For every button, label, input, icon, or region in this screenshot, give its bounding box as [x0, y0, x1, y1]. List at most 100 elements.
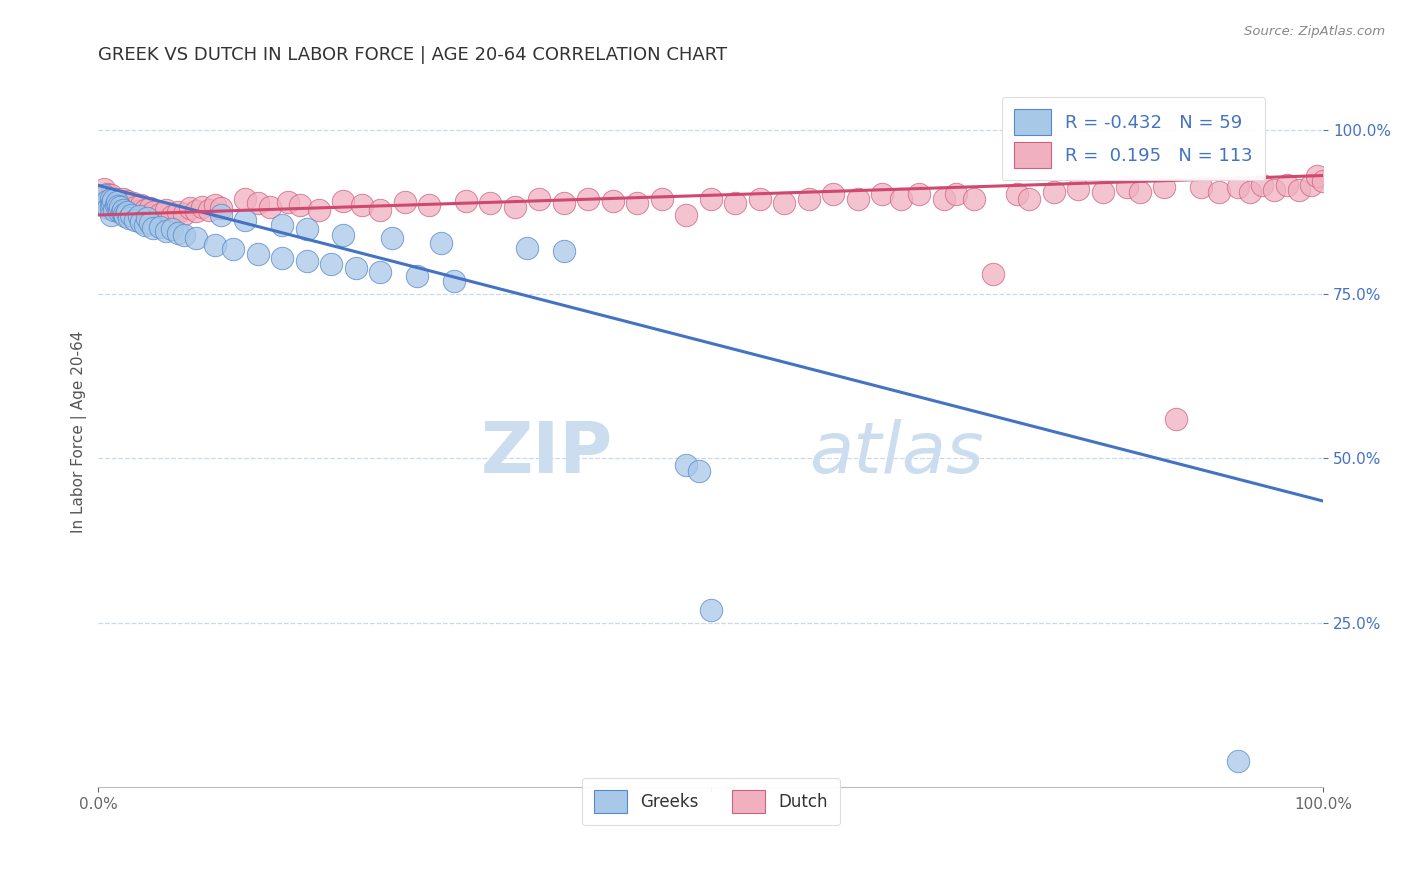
Point [107, 196, 129, 211]
Point [932, 192, 955, 206]
Point [204, 198, 226, 212]
Point [110, 194, 132, 209]
Point [1018, 192, 1040, 206]
Point [111, 202, 134, 217]
Point [1208, 185, 1230, 199]
Point [160, 222, 183, 236]
Point [553, 196, 575, 211]
Point [103, 194, 125, 208]
Point [290, 198, 312, 212]
Point [107, 199, 129, 213]
Point [204, 237, 226, 252]
Point [271, 218, 294, 232]
Point [963, 192, 986, 206]
Point [430, 235, 453, 250]
Point [128, 210, 150, 224]
Point [1226, 180, 1249, 194]
Point [94, 192, 117, 206]
Point [100, 208, 122, 222]
Point [846, 192, 869, 206]
Point [101, 198, 124, 212]
Point [186, 204, 208, 219]
Point [139, 216, 162, 230]
Point [115, 204, 138, 219]
Point [136, 211, 159, 226]
Point [139, 202, 162, 216]
Point [103, 202, 125, 217]
Point [1042, 185, 1064, 199]
Point [93, 188, 115, 202]
Point [246, 247, 269, 261]
Y-axis label: In Labor Force | Age 20-64: In Labor Force | Age 20-64 [72, 331, 87, 533]
Point [167, 204, 190, 219]
Point [332, 194, 354, 208]
Point [115, 194, 138, 208]
Point [110, 200, 132, 214]
Point [112, 198, 135, 212]
Point [142, 204, 165, 219]
Point [405, 269, 427, 284]
Point [368, 202, 391, 217]
Point [134, 218, 156, 232]
Point [142, 221, 165, 235]
Point [104, 198, 127, 212]
Point [100, 192, 122, 206]
Point [503, 200, 526, 214]
Point [1067, 182, 1090, 196]
Point [1299, 178, 1322, 193]
Point [124, 213, 146, 227]
Point [277, 194, 299, 209]
Point [173, 207, 195, 221]
Point [890, 192, 912, 206]
Point [121, 196, 143, 211]
Point [797, 192, 820, 206]
Point [118, 198, 141, 212]
Point [129, 198, 152, 212]
Point [700, 602, 723, 616]
Point [688, 465, 710, 479]
Point [96, 186, 118, 201]
Point [675, 458, 697, 472]
Point [308, 202, 330, 217]
Point [134, 202, 156, 217]
Point [700, 192, 723, 206]
Point [149, 207, 172, 221]
Point [1312, 174, 1334, 188]
Point [443, 274, 465, 288]
Point [233, 192, 256, 206]
Point [553, 244, 575, 259]
Point [179, 202, 201, 216]
Point [1116, 180, 1139, 194]
Point [908, 186, 931, 201]
Point [124, 200, 146, 214]
Point [1153, 180, 1175, 194]
Point [167, 227, 190, 241]
Point [114, 202, 136, 217]
Point [222, 242, 245, 256]
Point [368, 265, 391, 279]
Text: GREEK VS DUTCH IN LABOR FORCE | AGE 20-64 CORRELATION CHART: GREEK VS DUTCH IN LABOR FORCE | AGE 20-6… [98, 46, 727, 64]
Point [773, 196, 796, 211]
Point [872, 186, 894, 201]
Point [651, 192, 673, 206]
Point [96, 194, 118, 208]
Point [246, 196, 269, 211]
Point [295, 254, 318, 268]
Point [101, 193, 124, 207]
Point [626, 196, 648, 211]
Point [319, 257, 342, 271]
Point [128, 204, 150, 219]
Point [120, 208, 142, 222]
Point [97, 196, 120, 211]
Legend: Greeks, Dutch: Greeks, Dutch [582, 778, 839, 825]
Text: atlas: atlas [808, 419, 983, 488]
Point [129, 214, 152, 228]
Point [454, 194, 477, 208]
Point [100, 188, 122, 202]
Point [149, 219, 172, 234]
Point [516, 241, 538, 255]
Point [111, 200, 134, 214]
Point [350, 198, 373, 212]
Point [1166, 412, 1188, 426]
Point [94, 198, 117, 212]
